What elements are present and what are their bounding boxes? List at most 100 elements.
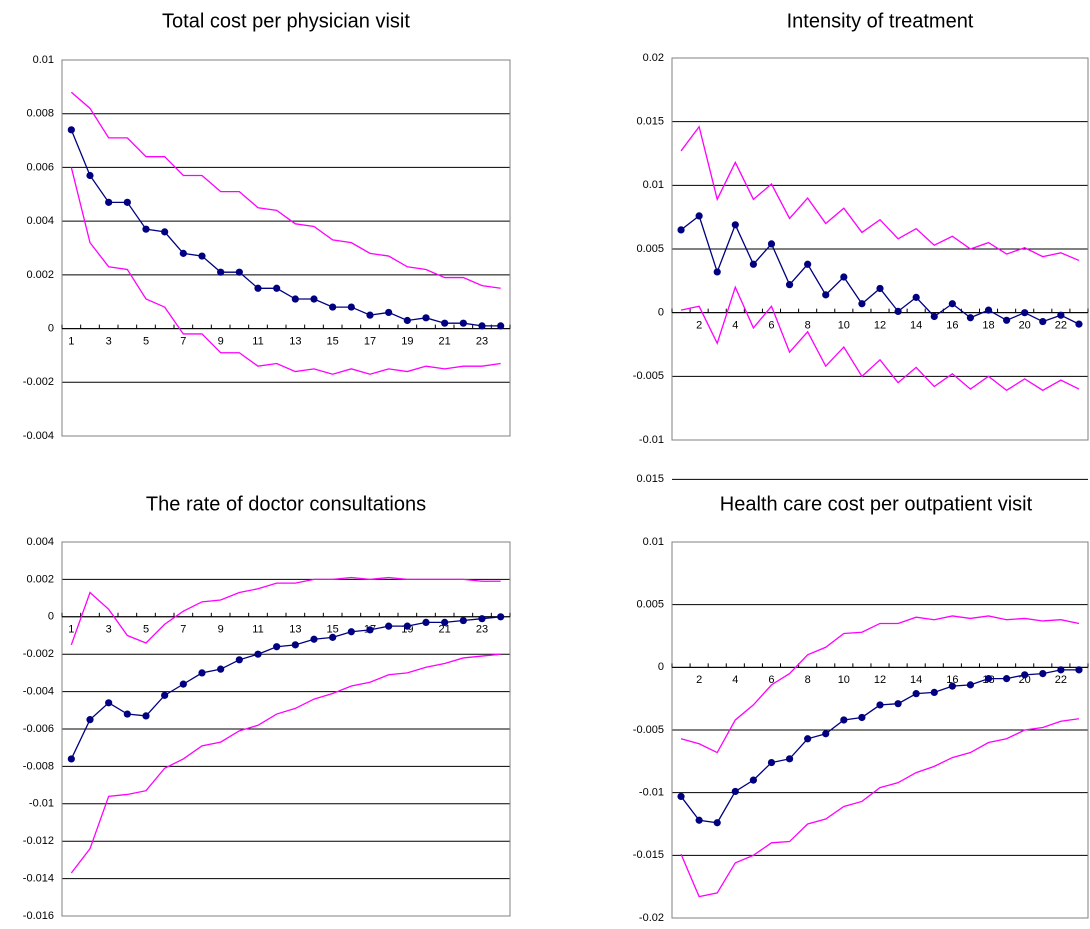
series-line [680,214,1080,325]
data-point [876,701,884,709]
y-tick-label: -0.01 [639,434,664,446]
series-line [680,615,1080,754]
data-point [1021,671,1029,679]
x-tick-label: 11 [252,624,263,636]
data-point [785,281,794,289]
x-tick-label: 16 [946,320,958,332]
x-tick-label: 22 [1055,320,1067,332]
data-point [858,300,866,308]
data-point [198,252,206,260]
y-tick-label: 0.002 [26,269,54,281]
x-tick-label: 14 [910,674,922,686]
data-point [235,656,243,664]
y-tick-label: -0.005 [633,370,664,382]
x-tick-label: 2 [696,320,702,332]
data-point [441,618,449,627]
y-tick-label: 0.02 [643,52,664,64]
x-tick-label: 5 [143,624,149,636]
data-point [347,303,355,311]
data-point [695,816,703,824]
x-tick-label: 23 [476,624,488,636]
data-point [385,308,393,317]
y-tick-label: -0.01 [639,787,664,799]
y-tick-label: 0.004 [26,215,54,227]
series-line [680,285,1080,392]
data-point [966,681,975,689]
data-point [822,291,830,299]
data-point [179,680,187,688]
data-point [161,228,169,236]
x-tick-label: 1 [68,624,74,636]
series-line [70,167,501,375]
y-tick-label: -0.005 [633,724,664,736]
data-point [804,735,812,743]
data-point [310,635,318,643]
data-point [804,260,812,268]
y-tick-label: -0.006 [23,723,54,735]
y-tick-label: 0 [658,307,664,319]
data-point [1075,666,1083,674]
data-point [217,665,225,673]
data-point [366,311,374,319]
data-point [403,622,411,630]
series-line [70,653,501,874]
y-tick-label: 0.015 [636,473,664,485]
data-point [948,682,956,690]
data-point [105,198,113,206]
y-tick-label: -0.004 [23,430,54,442]
x-tick-label: 23 [476,335,488,347]
data-point [142,712,150,720]
data-point [123,198,131,206]
series-line [70,91,501,289]
y-tick-label: 0.01 [643,536,664,548]
x-tick-label: 12 [874,320,886,332]
y-tick-label: -0.012 [23,835,54,847]
data-point [930,312,938,321]
y-tick-label: 0.008 [26,108,54,120]
data-point [912,293,920,301]
data-point [105,699,113,707]
data-point [1039,317,1047,326]
x-tick-label: 21 [439,335,451,347]
x-tick-label: 15 [327,335,339,347]
data-point [86,716,94,724]
data-point [179,249,187,257]
data-point [217,268,225,276]
y-tick-label: 0.006 [26,161,54,173]
data-point [767,758,776,767]
data-point [749,260,757,268]
data-point [822,730,830,738]
data-point [366,626,374,634]
x-tick-label: 8 [805,320,811,332]
data-point [273,284,281,292]
data-point [713,268,721,276]
x-tick-label: 11 [252,335,263,347]
data-point [198,669,206,677]
data-point [767,240,776,248]
plot-border [671,57,1089,441]
data-point [310,295,318,303]
y-tick-label: -0.004 [23,686,54,698]
data-point [731,787,739,796]
data-point [403,316,411,325]
x-tick-label: 9 [218,335,224,347]
data-point [161,691,169,699]
plot-border [61,59,511,437]
x-tick-label: 9 [218,624,224,636]
y-tick-label: -0.02 [639,912,664,924]
data-point [749,776,757,784]
y-tick-label: 0.015 [636,116,664,128]
y-tick-label: -0.002 [23,648,54,660]
data-point [1003,316,1011,324]
series-line [70,576,501,646]
data-point [422,618,430,627]
x-tick-label: 3 [106,624,112,636]
x-tick-label: 2 [696,674,702,686]
x-tick-label: 7 [180,335,186,347]
y-tick-label: 0.005 [636,243,664,255]
x-tick-label: 8 [805,674,811,686]
y-tick-label: -0.016 [23,910,54,922]
data-point [254,284,262,292]
x-tick-label: 4 [732,674,738,686]
y-tick-label: 0 [658,661,664,673]
